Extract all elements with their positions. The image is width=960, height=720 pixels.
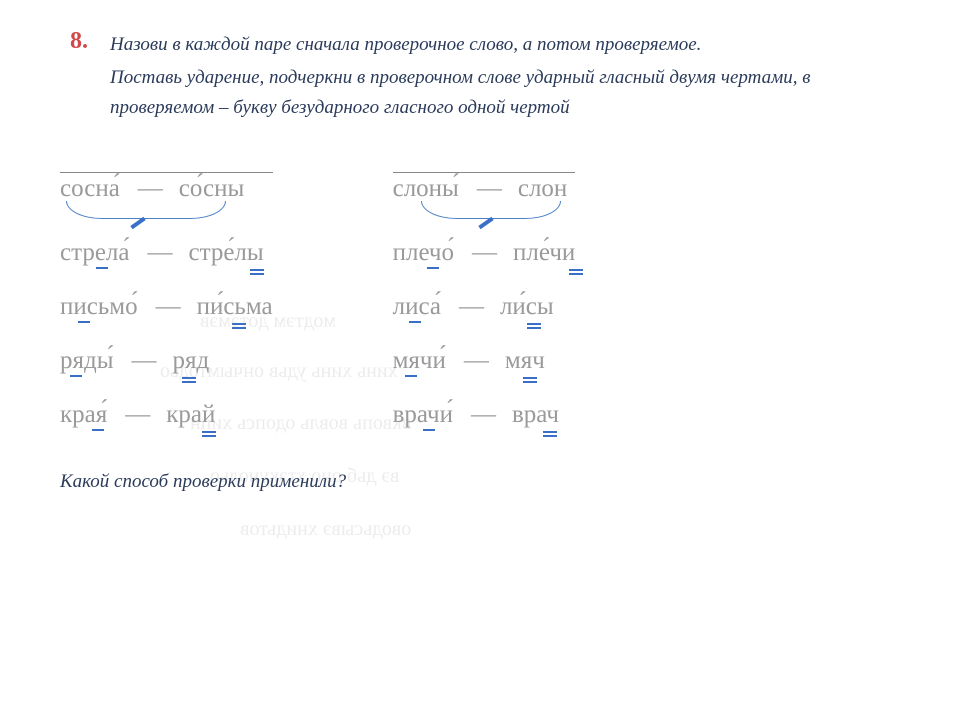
single-underline	[423, 429, 435, 431]
instruction-line: Поставь ударение, подчеркни в проверочно…	[110, 63, 900, 122]
word-pair: письмо́ — пи́сьма	[60, 293, 273, 321]
question-text: Какой способ проверки применили?	[60, 471, 900, 493]
word: края́	[60, 401, 107, 429]
word: врач	[512, 401, 559, 429]
word: сосна́	[60, 175, 120, 203]
dash: —	[464, 347, 487, 375]
right-column: слоны́ — слон плечо́ — пле́чи лиса́ — ли…	[393, 172, 576, 429]
single-underline	[92, 429, 104, 431]
dash: —	[459, 293, 482, 321]
dash: —	[138, 175, 161, 203]
word: ли́сы	[500, 293, 554, 321]
double-underline	[569, 269, 583, 271]
word: край	[166, 401, 215, 429]
instruction-block: Назови в каждой паре сначала проверочное…	[110, 30, 900, 122]
word: ряды́	[60, 347, 114, 375]
double-underline	[232, 323, 246, 325]
instruction-line: Назови в каждой паре сначала проверочное…	[110, 30, 900, 59]
word-pair: лиса́ — ли́сы	[393, 293, 576, 321]
ghost-bleed: оводьсывэ хнидьтов	[240, 518, 411, 541]
word: стрела́	[60, 239, 130, 267]
word-pair: плечо́ — пле́чи	[393, 239, 576, 267]
dash: —	[148, 239, 171, 267]
word-pair: слоны́ — слон	[393, 172, 576, 213]
single-underline	[405, 375, 417, 377]
double-underline	[527, 323, 541, 325]
dash: —	[156, 293, 179, 321]
double-underline	[182, 377, 196, 379]
word: мячи́	[393, 347, 446, 375]
left-column: сосна́ — со́сны стрела́ — стре́лы письмо…	[60, 172, 273, 429]
double-underline	[543, 431, 557, 433]
dash: —	[477, 175, 500, 203]
word: мяч	[505, 347, 545, 375]
word-pair: ряды́ — ряд	[60, 347, 273, 375]
word-pair: стрела́ — стре́лы	[60, 239, 273, 267]
word: слон	[518, 175, 567, 203]
single-underline	[70, 375, 82, 377]
single-underline	[409, 321, 421, 323]
single-underline	[96, 267, 108, 269]
dash: —	[125, 401, 148, 429]
exercise-number: 8.	[70, 28, 88, 55]
word-pair: сосна́ — со́сны	[60, 172, 273, 213]
word: со́сны	[179, 175, 245, 203]
word: письмо́	[60, 293, 138, 321]
word-pair: края́ — край	[60, 401, 273, 429]
dash: —	[471, 401, 494, 429]
word: лиса́	[393, 293, 441, 321]
word-pair: мячи́ — мяч	[393, 347, 576, 375]
dash: —	[132, 347, 155, 375]
word: слоны́	[393, 175, 459, 203]
word: ряд	[173, 347, 210, 375]
word: стре́лы	[189, 239, 264, 267]
word: пи́сьма	[197, 293, 273, 321]
word: пле́чи	[513, 239, 575, 267]
word-pairs-area: сосна́ — со́сны стрела́ — стре́лы письмо…	[60, 172, 900, 429]
word-pair: врачи́ — врач	[393, 401, 576, 429]
single-underline	[78, 321, 90, 323]
word: врачи́	[393, 401, 453, 429]
double-underline	[523, 377, 537, 379]
arc-mark	[66, 201, 226, 219]
double-underline	[202, 431, 216, 433]
word: плечо́	[393, 239, 454, 267]
double-underline	[250, 269, 264, 271]
dash: —	[472, 239, 495, 267]
single-underline	[427, 267, 439, 269]
